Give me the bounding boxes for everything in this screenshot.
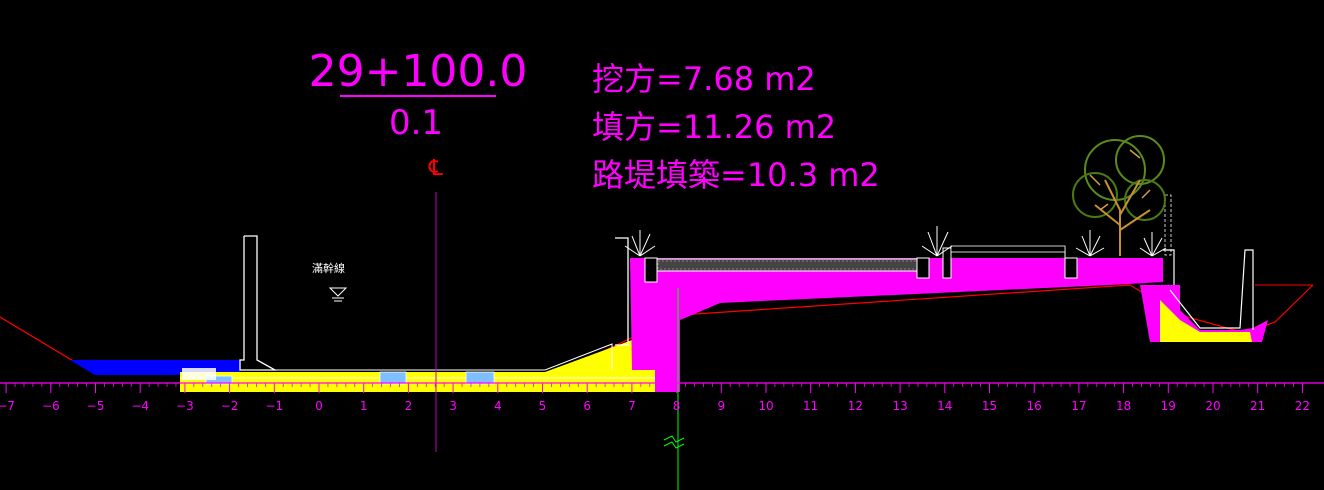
axis-tick-label: 1 (360, 399, 368, 413)
axis-tick-label: 15 (982, 399, 997, 413)
axis-tick-label: 13 (892, 399, 907, 413)
water-level-label: 滿幹線 (312, 261, 345, 275)
plant-icon-2 (921, 226, 953, 257)
sidewalk-slab (950, 245, 1066, 253)
plant-icon-3 (1075, 230, 1105, 257)
left-drain-block (182, 368, 216, 380)
light-pole (1164, 194, 1172, 256)
axis-tick-label: −1 (265, 399, 283, 413)
right-ditch-yellow (1160, 300, 1252, 342)
axis-tick-label: 3 (449, 399, 457, 413)
axis-tick-label: 11 (803, 399, 818, 413)
axis-tick-label: 17 (1071, 399, 1086, 413)
left-channel-wall (239, 235, 278, 371)
axis-tick-label: 4 (494, 399, 502, 413)
break-symbol (663, 435, 685, 449)
axis-tick-label: 5 (539, 399, 547, 413)
axis-tick-label: 6 (583, 399, 591, 413)
station-elevation: 0.1 (389, 103, 443, 143)
right-ditch-wall-left (1163, 249, 1175, 285)
plant-icon-4 (1139, 232, 1167, 257)
tree-icon (1072, 135, 1166, 256)
axis-tick-label: −4 (131, 399, 149, 413)
axis-tick-label: 2 (405, 399, 413, 413)
axis-tick-label: 10 (758, 399, 773, 413)
axis-tick-label: −2 (221, 399, 239, 413)
embankment-fill (630, 258, 1163, 392)
channel-fill (180, 340, 655, 392)
axis-ticks: −7 −6 −5 −4 −3 −2 −1 0 1 2 3 4 5 6 7 8 9 10 11 12 13 14 15 16 17… (0, 383, 1310, 413)
cut-quantity: 挖方=7.68 m2 (592, 60, 816, 98)
plant-icon-1 (624, 230, 656, 257)
axis-tick-label: −6 (42, 399, 60, 413)
axis-tick-label: 21 (1250, 399, 1265, 413)
centerline-symbol: ℄ (428, 156, 444, 181)
culvert-1 (379, 371, 407, 385)
axis-tick-label: 7 (628, 399, 636, 413)
axis-tick-label: 18 (1116, 399, 1131, 413)
axis-tick-label: −5 (87, 399, 105, 413)
culvert-2 (465, 371, 495, 385)
water-level-icon (328, 287, 348, 302)
curb-right (1064, 257, 1078, 279)
axis-tick-label: −7 (0, 399, 15, 413)
axis-tick-label: −3 (176, 399, 194, 413)
embankment-quantity: 路堤填築=10.3 m2 (592, 156, 880, 194)
axis-tick-label: 0 (315, 399, 323, 413)
embankment-slope-left (630, 258, 655, 370)
fill-quantity: 填方=11.26 m2 (592, 108, 836, 146)
axis-tick-label: 16 (1027, 399, 1042, 413)
station-chainage: 29+100.0 (309, 46, 528, 97)
right-ditch-liner (1169, 249, 1254, 330)
axis-tick-label: 8 (673, 399, 681, 413)
curb-left (644, 257, 658, 283)
axis-tick-label: 19 (1161, 399, 1176, 413)
left-embankment-wall (615, 237, 629, 346)
axis-tick-label: 20 (1205, 399, 1220, 413)
curb-mid2 (942, 247, 952, 279)
axis-tick-label: 14 (937, 399, 952, 413)
axis-tick-label: 12 (848, 399, 863, 413)
channel-liner (245, 343, 613, 371)
axis-tick-label: 22 (1295, 399, 1310, 413)
axis-tick-label: 9 (717, 399, 725, 413)
curb-mid (916, 257, 930, 279)
